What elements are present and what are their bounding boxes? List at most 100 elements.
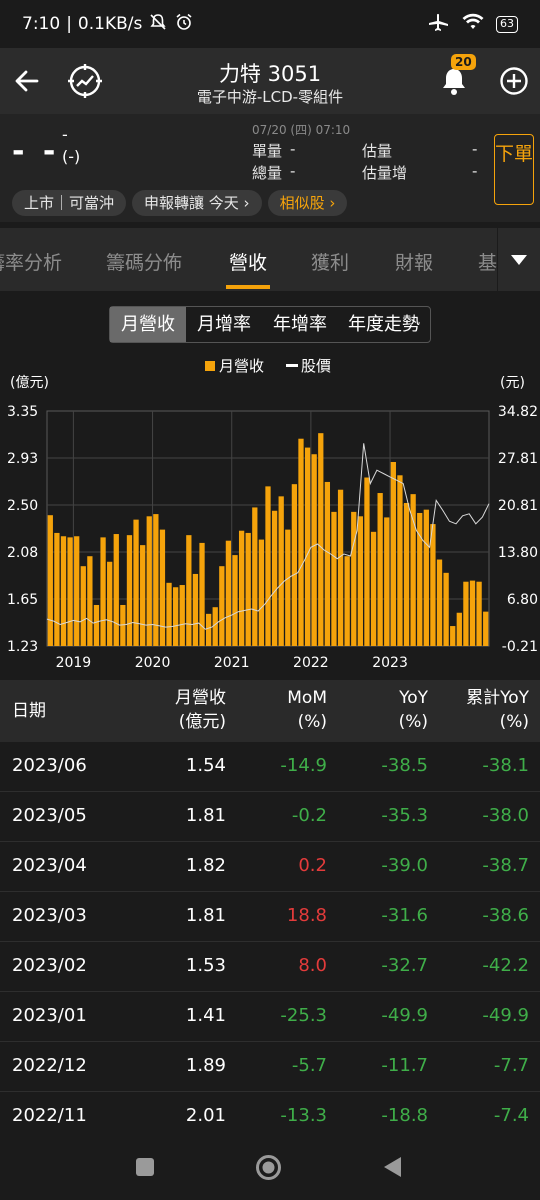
table-row[interactable]: 2023/05 1.81 -0.2 -35.3 -38.0 — [0, 792, 540, 842]
revenue-bar[interactable] — [245, 532, 251, 646]
back-nav-icon[interactable] — [381, 1155, 403, 1179]
tab-profit[interactable]: 獲利 — [311, 252, 350, 274]
revenue-bar[interactable] — [423, 509, 429, 646]
notification-button[interactable] — [433, 60, 475, 102]
revenue-bar[interactable] — [60, 536, 67, 646]
revenue-bar[interactable] — [403, 503, 410, 646]
similar-stocks-tag[interactable]: 相似股 › — [267, 190, 348, 216]
back-button[interactable] — [6, 60, 48, 102]
revenue-bar[interactable] — [238, 530, 245, 646]
revenue-bar[interactable] — [384, 517, 390, 646]
revenue-bar[interactable] — [258, 539, 265, 646]
revenue-bar[interactable] — [430, 524, 436, 646]
revenue-bar[interactable] — [54, 532, 60, 646]
revenue-bar[interactable] — [476, 581, 482, 646]
revenue-bar[interactable] — [146, 516, 152, 646]
revenue-bar[interactable] — [252, 507, 258, 646]
revenue-bar[interactable] — [331, 511, 337, 646]
revenue-bar[interactable] — [107, 561, 113, 646]
revenue-bar[interactable] — [278, 496, 284, 646]
table-row[interactable]: 2023/01 1.41 -25.3 -49.9 -49.9 — [0, 992, 540, 1042]
segment-mom-rate[interactable]: 月增率 — [197, 314, 251, 335]
revenue-bar[interactable] — [357, 516, 363, 646]
revenue-bar[interactable] — [397, 475, 403, 646]
left-axis-tick-label: 2.93 — [7, 451, 38, 467]
revenue-bar[interactable] — [285, 529, 291, 646]
revenue-bar[interactable] — [463, 581, 469, 646]
revenue-bar[interactable] — [377, 493, 383, 646]
revenue-bar[interactable] — [337, 489, 344, 646]
revenue-bar[interactable] — [417, 512, 423, 646]
revenue-bar[interactable] — [113, 534, 119, 646]
table-row[interactable]: 2023/03 1.81 18.8 -31.6 -38.6 — [0, 892, 540, 942]
tab-financials[interactable]: 財報 — [395, 252, 434, 274]
revenue-bar[interactable] — [324, 481, 331, 646]
revenue-bar[interactable] — [390, 461, 396, 646]
revenue-bar[interactable] — [173, 587, 179, 646]
place-order-button[interactable]: 下單 — [494, 134, 534, 205]
revenue-bar[interactable] — [219, 566, 225, 646]
revenue-bar[interactable] — [87, 556, 93, 646]
revenue-bar[interactable] — [364, 477, 370, 646]
revenue-bar[interactable] — [205, 613, 212, 646]
revenue-bar[interactable] — [232, 555, 238, 646]
revenue-bar[interactable] — [199, 542, 205, 646]
add-watchlist-button[interactable] — [493, 60, 535, 102]
revenue-bar[interactable] — [443, 572, 449, 646]
revenue-bar[interactable] — [192, 573, 199, 646]
tab-ratio-analysis[interactable]: 籌率分析 — [0, 252, 63, 274]
segment-annual-trend[interactable]: 年度走勢 — [348, 314, 420, 335]
revenue-bar[interactable] — [126, 535, 133, 646]
recents-icon[interactable] — [134, 1156, 156, 1178]
tab-fundamentals[interactable]: 基 — [478, 252, 498, 274]
revenue-bar[interactable] — [225, 540, 232, 646]
revenue-bar[interactable] — [318, 433, 324, 646]
tabs-more-button[interactable] — [497, 228, 540, 291]
table-row[interactable]: 2023/02 1.53 8.0 -32.7 -42.2 — [0, 942, 540, 992]
tab-revenue[interactable]: 營收 — [229, 252, 268, 274]
revenue-bar[interactable] — [311, 454, 317, 646]
revenue-bar[interactable] — [351, 511, 357, 646]
revenue-bar[interactable] — [166, 582, 172, 646]
revenue-bar[interactable] — [271, 510, 278, 646]
revenue-bar[interactable] — [344, 556, 350, 646]
col-revenue: 月營收 (億元) — [175, 686, 226, 734]
revenue-bar[interactable] — [483, 611, 489, 646]
table-row[interactable]: 2023/06 1.54 -14.9 -38.5 -38.1 — [0, 742, 540, 792]
revenue-bar[interactable] — [120, 604, 126, 646]
revenue-bar[interactable] — [93, 604, 100, 646]
revenue-bar[interactable] — [370, 531, 377, 646]
table-row[interactable]: 2022/12 1.89 -5.7 -11.7 -7.7 — [0, 1042, 540, 1092]
listing-tag[interactable]: 上市｜可當沖 — [12, 190, 127, 216]
revenue-bar[interactable] — [80, 566, 86, 646]
revenue-bar[interactable] — [186, 535, 192, 646]
revenue-bar[interactable] — [456, 612, 462, 646]
revenue-bar[interactable] — [159, 529, 166, 646]
home-icon[interactable] — [255, 1154, 282, 1181]
transfer-report-tag[interactable]: 申報轉讓 今天 › — [132, 190, 262, 216]
revenue-bar[interactable] — [304, 447, 311, 646]
cell-date: 2023/01 — [12, 1005, 87, 1026]
segment-yoy-rate[interactable]: 年增率 — [273, 314, 327, 335]
segment-monthly-revenue[interactable]: 月營收 — [110, 307, 186, 342]
revenue-bar[interactable] — [74, 536, 80, 646]
revenue-bar[interactable] — [291, 484, 298, 646]
revenue-bar[interactable] — [153, 514, 159, 646]
revenue-bar[interactable] — [298, 438, 304, 646]
revenue-bar[interactable] — [212, 607, 218, 646]
revenue-bar[interactable] — [67, 537, 73, 646]
revenue-bar[interactable] — [410, 494, 416, 646]
revenue-bar[interactable] — [47, 515, 53, 646]
revenue-bar[interactable] — [100, 537, 106, 646]
revenue-bar[interactable] — [140, 545, 146, 646]
table-row[interactable]: 2023/04 1.82 0.2 -39.0 -38.7 — [0, 842, 540, 892]
tab-chip-distribution[interactable]: 籌碼分佈 — [106, 252, 183, 274]
revenue-bar[interactable] — [133, 519, 139, 646]
table-row[interactable]: 2022/11 2.01 -13.3 -18.8 -7.4 — [0, 1092, 540, 1135]
revenue-bar[interactable] — [469, 580, 476, 646]
revenue-bar[interactable] — [450, 626, 456, 646]
revenue-bar[interactable] — [179, 585, 185, 646]
revenue-bar[interactable] — [265, 486, 271, 646]
revenue-bar[interactable] — [436, 559, 443, 646]
ai-analysis-button[interactable] — [64, 60, 106, 102]
